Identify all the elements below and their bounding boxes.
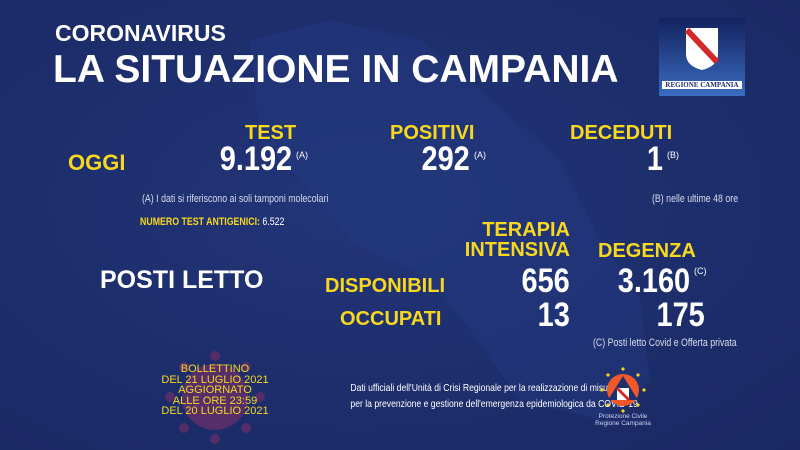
coat-of-arms-icon — [684, 27, 720, 70]
footer-text: Dati ufficiali dell'Unità di Crisi Regio… — [350, 380, 638, 412]
positivi-ref: (A) — [474, 150, 486, 160]
test-label: TEST — [245, 122, 297, 144]
oggi-label: OGGI — [68, 150, 126, 175]
deceduti-ref: (B) — [667, 150, 679, 160]
virus-icon — [165, 351, 265, 444]
note-a: (A) I dati si riferiscono ai soli tampon… — [142, 193, 329, 205]
test-ref: (A) — [296, 150, 308, 160]
protezione-civile-logo — [600, 367, 646, 413]
antigen-label: NUMERO TEST ANTIGENICI: — [140, 216, 260, 228]
terapia-intensiva-header: TERAPIA INTENSIVA — [465, 220, 570, 260]
ti-header-1: TERAPIA — [482, 219, 570, 241]
logo-text: REGIONE CAMPANIA — [662, 81, 742, 89]
posti-letto-label: POSTI LETTO — [100, 266, 264, 294]
degenza-disponibili: 3.160 — [617, 262, 690, 300]
protezione-civile-text: Protezione Civile Regione Campania — [583, 413, 663, 427]
bulletin-line: AGGIORNATO — [178, 384, 252, 396]
deceduti-label: DECEDUTI — [570, 122, 673, 144]
antigen-value: 6.522 — [262, 216, 285, 228]
footer-line: Dati ufficiali dell'Unità di Crisi Regio… — [350, 382, 616, 394]
page-title: LA SITUAZIONE IN CAMPANIA — [53, 48, 619, 91]
bulletin-line: BOLLETTINO — [180, 363, 250, 375]
deceduti-value: 1 — [646, 140, 663, 178]
test-value: 9.192 — [219, 140, 292, 178]
ti-header-2: INTENSIVA — [464, 239, 570, 261]
ti-disponibili: 656 — [521, 262, 570, 300]
positivi-value: 292 — [421, 140, 470, 178]
ti-occupati: 13 — [537, 296, 570, 334]
occupati-label: OCCUPATI — [340, 308, 442, 330]
degenza-header: DEGENZA — [598, 240, 696, 262]
footer-line: per la prevenzione e gestione dell'emerg… — [350, 398, 638, 410]
kicker-title: CORONAVIRUS — [55, 20, 226, 46]
antigen-line: NUMERO TEST ANTIGENICI: 6.522 — [140, 216, 284, 228]
note-b: (B) nelle ultime 48 ore — [652, 193, 739, 205]
bulletin-line: DEL 21 LUGLIO 2021 — [161, 373, 269, 386]
bulletin-info: BOLLETTINO DEL 21 LUGLIO 2021 AGGIORNATO… — [155, 364, 275, 417]
protezione-line: Regione Campania — [595, 420, 651, 427]
degenza-occupati: 175 — [656, 296, 705, 334]
degenza-ref: (C) — [694, 266, 707, 276]
note-c: (C) Posti letto Covid e Offerta privata — [593, 337, 737, 349]
disponibili-label: DISPONIBILI — [325, 275, 446, 297]
regione-campania-logo: REGIONE CAMPANIA — [659, 18, 745, 96]
bulletin-line: ALLE ORE 23:59 — [172, 394, 258, 407]
positivi-label: POSITIVI — [390, 122, 475, 144]
protezione-line: Protezione Civile — [598, 413, 648, 420]
bulletin-line: DEL 20 LUGLIO 2021 — [161, 405, 269, 417]
